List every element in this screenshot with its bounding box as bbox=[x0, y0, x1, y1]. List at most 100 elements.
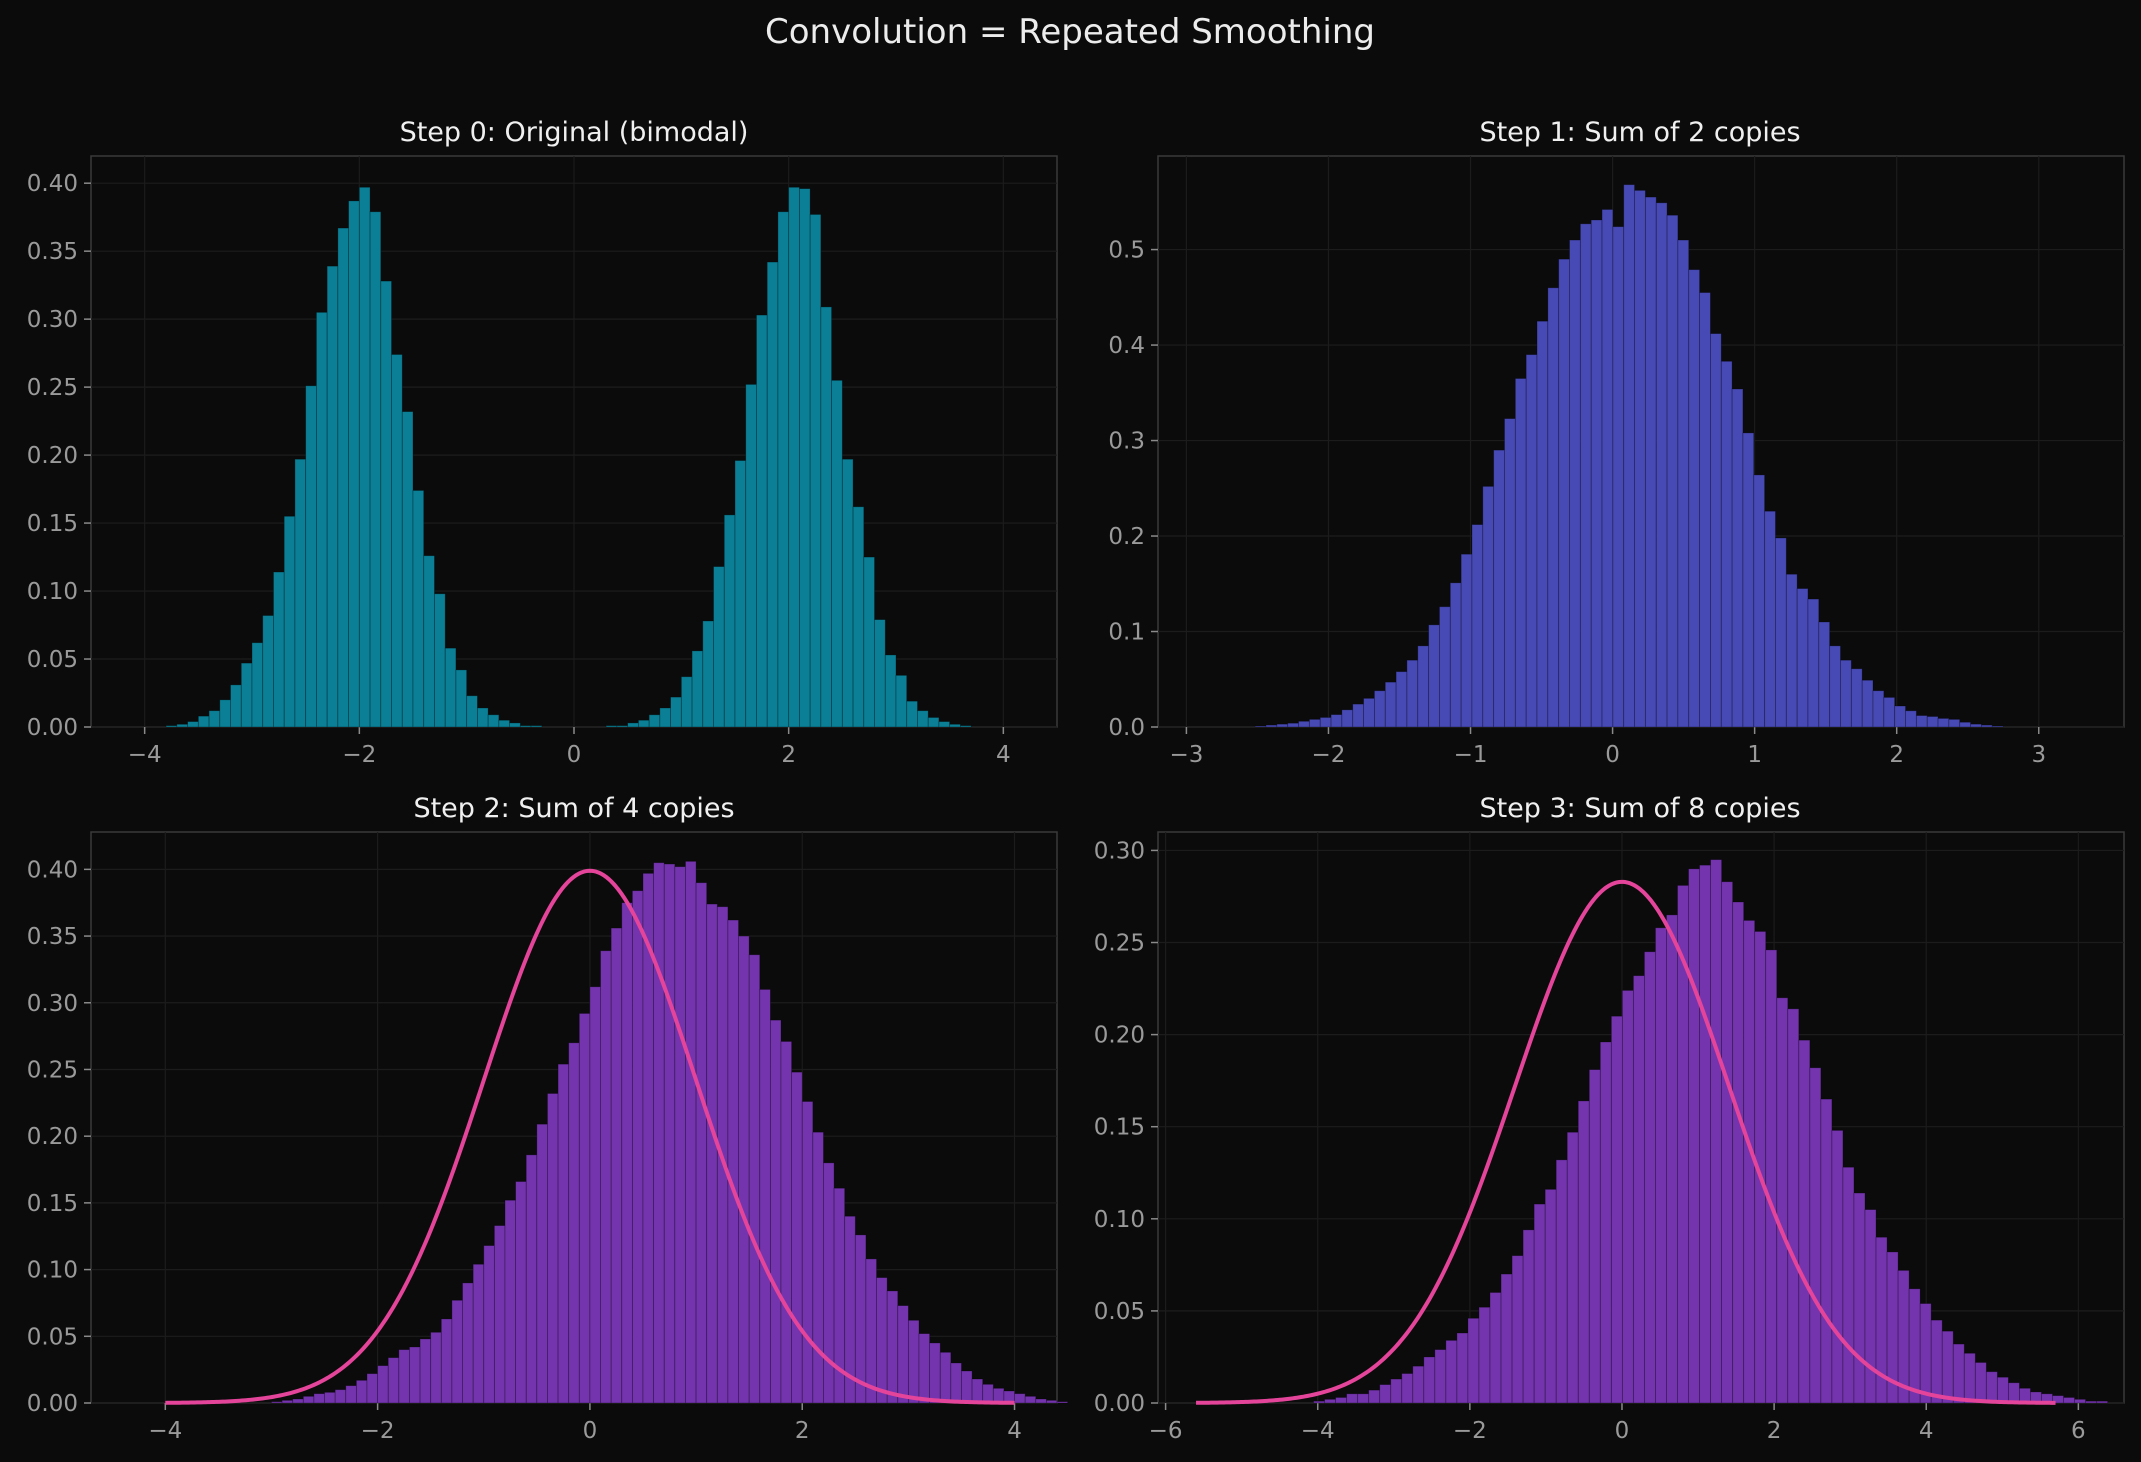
histogram-bar bbox=[1742, 432, 1755, 728]
histogram-bar bbox=[1991, 725, 2004, 728]
histogram-bar bbox=[2063, 1397, 2075, 1404]
histogram-bar bbox=[434, 593, 446, 728]
histogram-bar bbox=[1905, 710, 1917, 728]
histogram-bar bbox=[326, 265, 339, 728]
histogram-bar bbox=[1428, 624, 1440, 728]
histogram-bar bbox=[271, 1401, 283, 1404]
x-tick-label: 0 bbox=[1615, 1418, 1630, 1444]
histogram-bar bbox=[525, 1154, 538, 1404]
histogram-bar bbox=[2007, 1382, 2020, 1404]
histogram-bar bbox=[1395, 671, 1408, 728]
histogram-bar bbox=[1840, 659, 1852, 728]
y-tick-label: 0.4 bbox=[1108, 333, 1145, 359]
histogram-bar bbox=[547, 1093, 559, 1404]
histogram-bar bbox=[1908, 1288, 1921, 1404]
histogram-bar bbox=[1798, 1039, 1811, 1404]
x-tick-label: 4 bbox=[1919, 1418, 1934, 1444]
histogram-bar bbox=[1732, 901, 1745, 1404]
histogram-bar bbox=[1588, 1069, 1601, 1404]
y-tick-label: 0.00 bbox=[27, 1391, 78, 1417]
histogram-bar bbox=[1864, 1209, 1877, 1404]
histogram-bar bbox=[823, 1162, 835, 1404]
x-tick-label: 1 bbox=[1747, 742, 1762, 768]
histogram-bar bbox=[1753, 474, 1766, 728]
histogram-bar bbox=[1655, 927, 1667, 1404]
histogram-bar bbox=[1930, 1319, 1943, 1404]
histogram-bar bbox=[971, 1378, 984, 1404]
histogram-bar bbox=[1775, 537, 1787, 728]
histogram-bar bbox=[1417, 645, 1430, 728]
histogram-bar bbox=[831, 379, 843, 728]
histogram-bar bbox=[1544, 1188, 1557, 1404]
histogram-bar bbox=[1298, 720, 1310, 728]
histogram-bar bbox=[487, 714, 500, 728]
histogram-bar bbox=[1853, 1192, 1866, 1404]
y-tick-label: 0.10 bbox=[27, 579, 78, 605]
histogram-bar bbox=[1569, 239, 1581, 728]
histogram-bar bbox=[820, 306, 832, 728]
histogram-bar bbox=[653, 862, 665, 1404]
histogram-bar bbox=[302, 1395, 315, 1404]
histogram-bar bbox=[1666, 914, 1678, 1404]
histogram-bar bbox=[1406, 659, 1419, 728]
y-tick-label: 0.00 bbox=[27, 715, 78, 741]
histogram-bar bbox=[1379, 1384, 1392, 1404]
histogram-bar bbox=[852, 506, 865, 728]
histogram-bar bbox=[315, 311, 328, 728]
x-tick-label: 0 bbox=[567, 742, 582, 768]
histogram-bar bbox=[240, 662, 253, 728]
histogram-bar bbox=[1764, 510, 1776, 728]
histogram-bar bbox=[1666, 214, 1679, 728]
x-tick-label: 2 bbox=[781, 742, 796, 768]
histogram-bar bbox=[1330, 714, 1343, 728]
histogram-bar bbox=[631, 890, 644, 1404]
histogram-bar bbox=[1363, 697, 1375, 728]
x-tick-label: 0 bbox=[1605, 742, 1620, 768]
histogram-bar bbox=[251, 642, 264, 728]
histogram-bar bbox=[165, 725, 178, 728]
histogram-bar bbox=[1335, 1397, 1348, 1404]
histogram-bar bbox=[1024, 1395, 1037, 1404]
panel-title: Step 0: Original (bimodal) bbox=[400, 117, 749, 148]
x-tick-label: −2 bbox=[361, 1418, 395, 1444]
histogram-bar bbox=[1731, 388, 1744, 728]
histogram-bar bbox=[305, 385, 317, 728]
histogram-bar bbox=[906, 700, 918, 728]
histogram-bar bbox=[1493, 449, 1505, 728]
panel-title: Step 3: Sum of 8 copies bbox=[1479, 793, 1800, 824]
histogram-bar bbox=[1601, 209, 1614, 728]
histogram-bar bbox=[1610, 1015, 1623, 1404]
histogram-bar bbox=[187, 721, 199, 728]
histogram-bar bbox=[1632, 975, 1645, 1404]
histogram-bar bbox=[1579, 223, 1592, 728]
histogram-bar bbox=[1842, 1166, 1855, 1404]
histogram-bar bbox=[769, 1019, 782, 1404]
y-tick-label: 0.25 bbox=[27, 375, 78, 401]
histogram-bar bbox=[466, 695, 478, 728]
histogram-bar bbox=[589, 986, 601, 1404]
histogram-bar bbox=[702, 620, 714, 728]
histogram-bar bbox=[1374, 690, 1386, 728]
histogram-bar bbox=[423, 555, 435, 728]
histogram-bar bbox=[950, 1362, 962, 1404]
y-tick-label: 0.10 bbox=[27, 1258, 78, 1284]
histogram-bar bbox=[1621, 990, 1634, 1404]
histogram-bar bbox=[1952, 1343, 1965, 1404]
histogram-bar bbox=[1688, 868, 1700, 1404]
histogram-bar bbox=[1467, 1317, 1480, 1404]
histogram-bar bbox=[440, 1318, 453, 1404]
histogram-bar bbox=[1861, 679, 1874, 728]
histogram-bar bbox=[1319, 717, 1332, 728]
normal-fit-curve bbox=[1196, 879, 2056, 1405]
y-tick-label: 0.20 bbox=[27, 443, 78, 469]
histogram-bar bbox=[1324, 1398, 1337, 1404]
histogram-bar bbox=[621, 902, 633, 1404]
y-tick-label: 0.3 bbox=[1108, 429, 1145, 455]
histogram-bar bbox=[929, 1342, 941, 1404]
histogram-bar bbox=[841, 458, 854, 728]
x-tick-label: 2 bbox=[1889, 742, 1904, 768]
histogram-bar bbox=[895, 674, 908, 728]
y-tick-label: 0.10 bbox=[1094, 1207, 1145, 1233]
histogram-bar bbox=[412, 490, 425, 728]
